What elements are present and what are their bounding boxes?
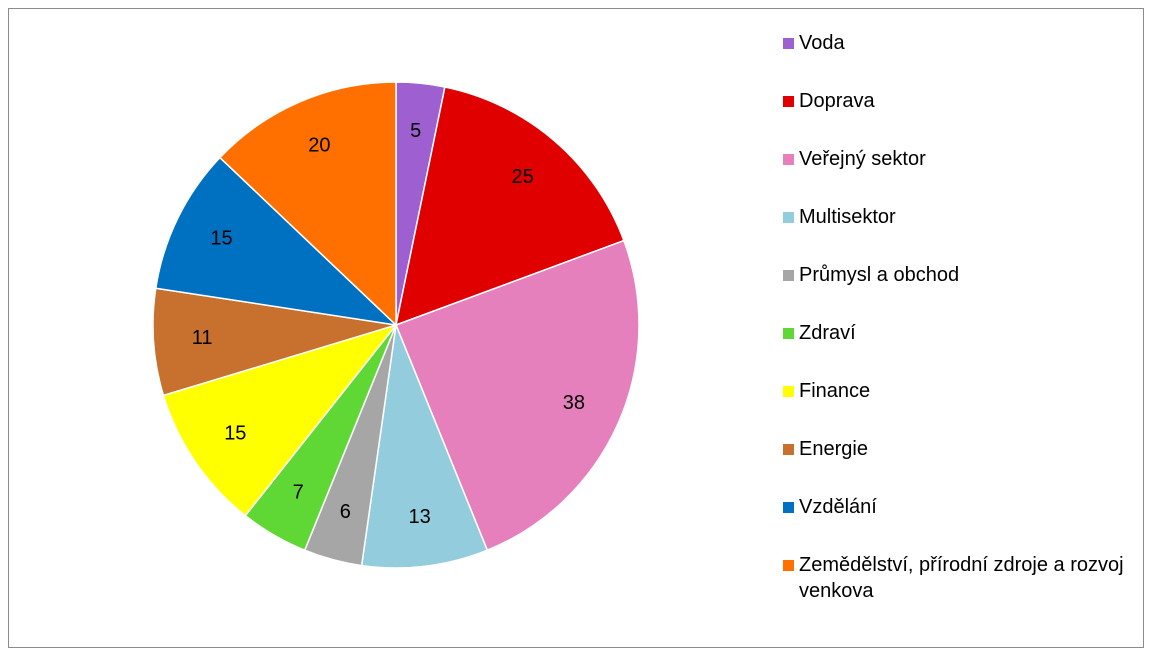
legend-label: Voda: [799, 32, 845, 54]
legend-item: Doprava: [783, 88, 1128, 146]
legend-label: Veřejný sektor: [799, 148, 926, 170]
data-label: 7: [293, 481, 304, 503]
pie-slice: [395, 239, 640, 552]
legend-item: Zemědělství, přírodní zdroje a rozvoj ve…: [783, 552, 1128, 610]
pie-slice: [162, 323, 399, 517]
data-label: 13: [408, 506, 430, 528]
legend-item: Multisektor: [783, 204, 1128, 262]
pie-slice: [394, 86, 625, 327]
legend-swatch: [783, 328, 794, 339]
legend-swatch: [783, 386, 794, 397]
legend-label: Finance: [799, 380, 871, 402]
legend-swatch: [783, 212, 794, 223]
data-label: 25: [512, 166, 534, 188]
legend-label: Zdraví: [799, 322, 856, 344]
legend-item: Průmysl a obchod: [783, 262, 1128, 320]
data-label: 5: [410, 120, 421, 142]
pie-slice: [154, 156, 399, 327]
legend-item: Zdraví: [783, 320, 1128, 378]
data-label: 15: [224, 423, 246, 445]
pie-slice: [218, 81, 397, 327]
legend-item: Vzdělání: [783, 494, 1128, 552]
legend-swatch: [783, 444, 794, 455]
data-label: 11: [192, 327, 213, 349]
legend: Voda Doprava Veřejný sektor Multisektor Prům…: [783, 30, 1128, 610]
pie-slice: [152, 287, 397, 397]
pie-chart: 5 25 38 13 6 7 15 11 15 20: [152, 81, 640, 569]
legend-swatch: [783, 96, 794, 107]
data-label: 20: [308, 135, 330, 157]
legend-swatch: [783, 560, 794, 571]
pie-slice: [360, 322, 489, 569]
legend-item: Voda: [783, 30, 1128, 88]
legend-item: Veřejný sektor: [783, 146, 1128, 204]
legend-swatch: [783, 502, 794, 513]
legend-item: Finance: [783, 378, 1128, 436]
page: {"chart_data": {"type": "pie", "categori…: [8, 8, 1144, 648]
legend-label: Multisektor: [799, 206, 896, 228]
legend-label: Zemědělství, přírodní zdroje a rozvoj ve…: [799, 554, 1124, 602]
data-label: 38: [563, 392, 585, 414]
legend-swatch: [783, 154, 794, 165]
legend-label: Energie: [799, 438, 868, 460]
legend-item: Energie: [783, 436, 1128, 494]
legend-label: Doprava: [799, 90, 875, 112]
legend-label: Vzdělání: [799, 496, 877, 518]
data-label: 6: [340, 501, 351, 523]
legend-label: Průmysl a obchod: [799, 264, 960, 286]
legend-swatch: [783, 270, 794, 281]
data-label: 15: [210, 228, 232, 250]
legend-swatch: [783, 38, 794, 49]
